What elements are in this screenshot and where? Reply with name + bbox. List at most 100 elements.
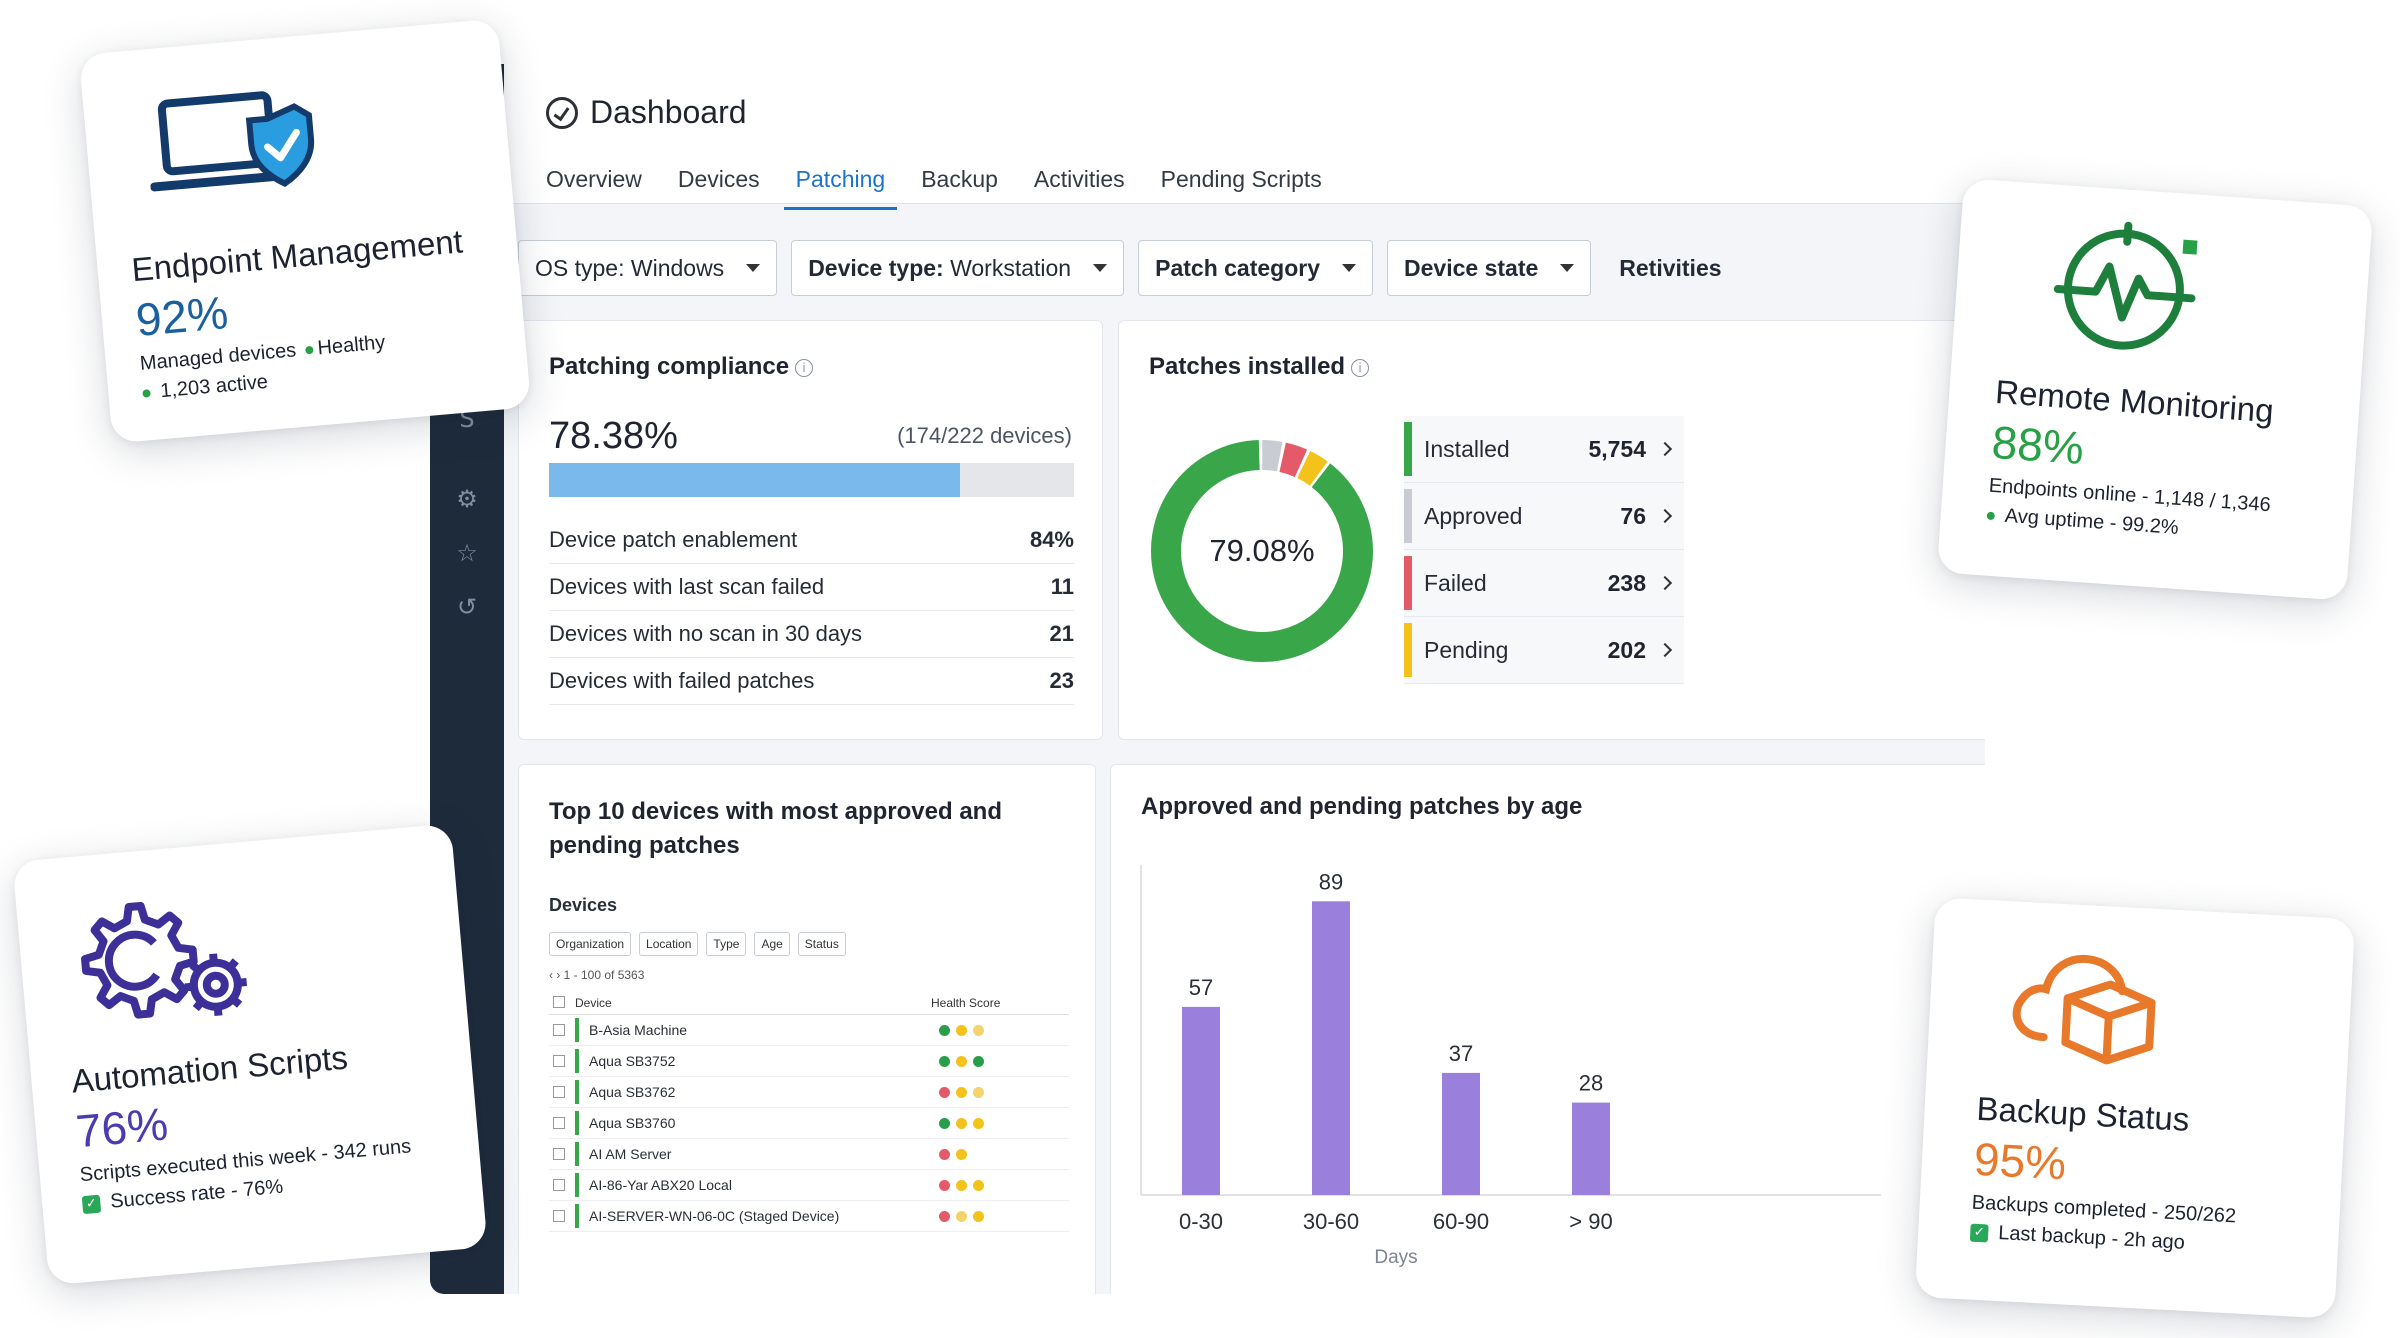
bar-60-90[interactable] xyxy=(1442,1072,1480,1195)
device-state-filter[interactable]: Device state xyxy=(1387,240,1592,296)
tab-backup[interactable]: Backup xyxy=(921,166,998,192)
patches-legend: Installed 5,754 Approved 76 Failed 238 Pend… xyxy=(1404,416,1684,684)
compliance-progress-bar xyxy=(549,463,1074,497)
patches-donut: 79.08% xyxy=(1147,436,1377,666)
legend-failed[interactable]: Failed 238 xyxy=(1404,550,1684,617)
x-tick-label: > 90 xyxy=(1569,1209,1612,1234)
history-icon[interactable]: ↺ xyxy=(456,593,478,621)
health-dot xyxy=(956,1024,967,1036)
tab-devices[interactable]: Devices xyxy=(677,166,760,192)
row-checkbox[interactable] xyxy=(553,1086,565,1098)
table-row[interactable]: AI-SERVER-WN-06-0C (Staged Device) xyxy=(549,1201,1069,1232)
mini-filter[interactable]: Age xyxy=(754,932,790,956)
legend-approved[interactable]: Approved 76 xyxy=(1404,483,1684,550)
row-checkbox[interactable] xyxy=(553,1024,565,1036)
backup-percent: 95% xyxy=(1972,1132,2068,1190)
page-title: Dashboard xyxy=(546,94,747,131)
endpoint-management-card: Endpoint Management 92% Managed devices … xyxy=(78,18,532,444)
x-axis-label: Days xyxy=(1374,1247,1417,1268)
main-content: Dashboard Overview Devices Patching Back… xyxy=(504,64,1985,1294)
dashboard-window: S ⚙ ☆ ↺ Dashboard Overview Devices Patch… xyxy=(430,64,1985,1294)
patches-installed-card: Patches installed i 79.08% Installed 5,754… xyxy=(1118,320,1985,740)
bar-value-label: 89 xyxy=(1319,869,1343,894)
tab-activities[interactable]: Activities xyxy=(1033,166,1125,192)
row-checkbox[interactable] xyxy=(553,1179,565,1191)
chart-title: Approved and pending patches by age xyxy=(1141,793,1583,820)
dashboard-check-icon xyxy=(546,96,578,129)
device-name: Aqua SB3760 xyxy=(589,1115,676,1131)
legend-installed[interactable]: Installed 5,754 xyxy=(1404,416,1684,483)
table-row[interactable]: Aqua SB3752 xyxy=(549,1046,1069,1077)
tab-overview[interactable]: Overview xyxy=(546,166,642,192)
backup-status-card: Backup Status 95% Backups completed - 25… xyxy=(1914,897,2356,1319)
row-checkbox[interactable] xyxy=(553,1148,565,1160)
table-row[interactable]: Aqua SB3760 xyxy=(549,1108,1069,1139)
bar-> 90[interactable] xyxy=(1572,1102,1610,1195)
mini-filter-bar: Organization Location Type Age Status xyxy=(549,932,1069,956)
health-column-header[interactable]: Health Score xyxy=(931,996,1001,1010)
os-type-filter[interactable]: OS type: Windows xyxy=(518,240,778,296)
table-row[interactable]: Aqua SB3762 xyxy=(549,1077,1069,1108)
legend-color-bar xyxy=(1404,422,1412,476)
patches-title: Patches installed i xyxy=(1149,353,1370,381)
mini-filter[interactable]: Organization xyxy=(549,932,632,956)
compliance-row[interactable]: Devices with no scan in 30 days 21 xyxy=(549,611,1074,658)
devices-mini-table: Devices Organization Location Type Age S… xyxy=(549,895,1069,1294)
select-all-checkbox[interactable] xyxy=(553,996,565,1008)
status-dot xyxy=(142,388,151,398)
row-checkbox[interactable] xyxy=(553,1055,565,1067)
table-row[interactable]: B-Asia Machine xyxy=(549,1015,1069,1046)
compliance-row[interactable]: Device patch enablement 84% xyxy=(549,517,1074,564)
tab-patching[interactable]: Patching xyxy=(783,160,898,210)
laptop-shield-icon xyxy=(150,91,315,192)
info-icon[interactable]: i xyxy=(1351,358,1370,377)
health-dot xyxy=(973,1210,984,1222)
row-status-bar xyxy=(575,1204,579,1228)
star-icon[interactable]: ☆ xyxy=(456,539,478,567)
legend-pending[interactable]: Pending 202 xyxy=(1404,617,1684,684)
chevron-down-icon xyxy=(746,264,761,272)
health-dot xyxy=(956,1055,967,1067)
gear-icon[interactable]: ⚙ xyxy=(456,485,478,513)
row-checkbox[interactable] xyxy=(553,1210,565,1222)
health-dot xyxy=(956,1179,967,1191)
compliance-percent: 78.38% xyxy=(549,415,678,457)
os-type-filter-text: OS type: Windows xyxy=(535,254,725,281)
patch-category-filter-text: Patch category xyxy=(1155,254,1321,281)
device-name: AI-SERVER-WN-06-0C (Staged Device) xyxy=(589,1208,840,1224)
health-dot xyxy=(939,1148,950,1160)
bar-0-30[interactable] xyxy=(1182,1006,1220,1195)
info-icon[interactable]: i xyxy=(795,358,814,377)
legend-color-bar xyxy=(1404,556,1412,610)
patch-category-filter[interactable]: Patch category xyxy=(1138,240,1374,296)
device-type-filter[interactable]: Device type: Workstation xyxy=(791,240,1125,296)
device-name: Aqua SB3752 xyxy=(589,1053,676,1069)
mini-filter[interactable]: Type xyxy=(706,932,747,956)
page-title-text: Dashboard xyxy=(590,94,747,130)
bar-30-60[interactable] xyxy=(1312,901,1350,1195)
compliance-row[interactable]: Devices with last scan failed 11 xyxy=(549,564,1074,611)
table-row[interactable]: AI AM Server xyxy=(549,1139,1069,1170)
chevron-right-icon xyxy=(1657,642,1673,658)
donut-center-label: 79.08% xyxy=(1209,533,1315,568)
bar-value-label: 28 xyxy=(1579,1071,1603,1096)
row-checkbox[interactable] xyxy=(553,1117,565,1129)
health-dot xyxy=(956,1210,967,1222)
health-score xyxy=(939,1086,984,1098)
cloud-box-icon xyxy=(2012,954,2156,1065)
automation-text: Automation Scripts 76% Scripts executed … xyxy=(70,1034,415,1216)
extra-filter-link[interactable]: Retivities xyxy=(1619,254,1722,281)
compliance-row[interactable]: Devices with failed patches 23 xyxy=(549,658,1074,705)
tab-bar: Overview Devices Patching Backup Activit… xyxy=(534,160,1346,210)
row-status-bar xyxy=(575,1142,579,1166)
health-dot xyxy=(939,1086,950,1098)
mini-filter[interactable]: Location xyxy=(639,932,699,956)
tab-pending-scripts[interactable]: Pending Scripts xyxy=(1160,166,1322,192)
chevron-down-icon xyxy=(1342,264,1357,272)
table-row[interactable]: AI-86-Yar ABX20 Local xyxy=(549,1170,1069,1201)
mini-table-heading: Devices xyxy=(549,895,618,915)
device-column-header[interactable]: Device xyxy=(575,996,612,1010)
mini-filter[interactable]: Status xyxy=(797,932,846,956)
health-score xyxy=(939,1210,984,1222)
x-tick-label: 60-90 xyxy=(1433,1209,1489,1234)
